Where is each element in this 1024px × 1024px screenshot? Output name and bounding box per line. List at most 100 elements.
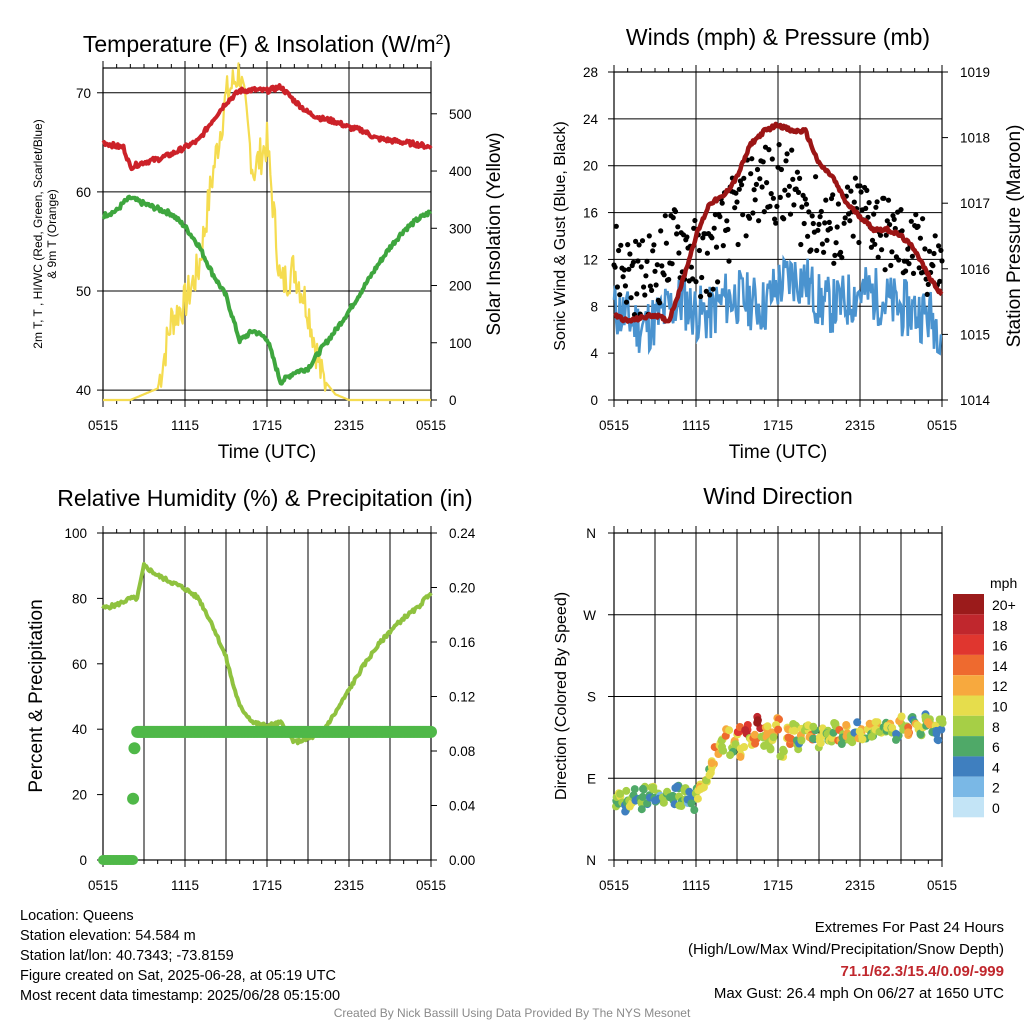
- direction-point: [816, 739, 825, 747]
- gust-point: [699, 274, 705, 281]
- gust-point: [909, 253, 916, 259]
- gust-point: [657, 300, 663, 306]
- gust-point: [653, 282, 659, 288]
- gust-point: [749, 156, 755, 162]
- gust-point: [703, 288, 709, 294]
- rh-panel: 0515 1115 1715 2315 05150204060801000.000.04…: [26, 485, 476, 893]
- gust-point: [781, 216, 787, 222]
- legend-swatch: [953, 776, 984, 797]
- gust-point: [750, 210, 756, 216]
- gust-point: [652, 268, 658, 274]
- gust-point: [917, 235, 924, 241]
- direction-point: [790, 726, 799, 735]
- direction-point: [687, 799, 696, 808]
- direction-point: [784, 733, 793, 742]
- gust-point: [766, 147, 772, 153]
- direction-point: [769, 733, 778, 742]
- location-text: Location: Queens: [20, 908, 134, 924]
- gust-point: [885, 197, 892, 203]
- gust-point: [696, 247, 703, 254]
- gust-point: [663, 240, 670, 246]
- direction-point: [731, 740, 740, 749]
- gust-point: [752, 197, 758, 203]
- legend-label: 6: [992, 739, 1000, 755]
- gust-point: [898, 207, 904, 213]
- y-tick-label: 28: [583, 65, 598, 80]
- extremes-values: 71.1/62.3/15.4/0.09/-999: [840, 963, 1004, 980]
- legend-swatch: [953, 715, 984, 737]
- y-tick-label: S: [587, 690, 596, 705]
- gust-point: [815, 227, 821, 233]
- y2-tick-label: 1016: [960, 262, 990, 277]
- legend-label: 8: [992, 719, 1000, 735]
- gust-point: [801, 220, 807, 227]
- gust-point: [669, 261, 675, 267]
- gust-point: [822, 220, 828, 226]
- legend-swatch: [953, 736, 984, 757]
- gust-point: [756, 218, 762, 224]
- direction-point: [867, 732, 876, 741]
- gust-point: [938, 247, 944, 253]
- gust-point: [654, 262, 660, 268]
- gust-point: [813, 174, 819, 180]
- direction-point: [622, 786, 631, 795]
- direction-point: [892, 735, 900, 744]
- y2-axis-label: Station Pressure (Maroon): [1004, 125, 1024, 348]
- gust-point: [772, 216, 778, 222]
- y-tick-label: E: [587, 771, 596, 786]
- gust-point: [816, 221, 822, 227]
- gust-point: [642, 292, 648, 298]
- direction-point: [797, 736, 806, 745]
- gust-point: [866, 200, 872, 206]
- y-tick-label: 24: [583, 112, 599, 127]
- direction-point: [809, 734, 818, 743]
- gust-point: [936, 243, 942, 249]
- direction-point: [763, 722, 772, 731]
- gust-point: [751, 187, 757, 193]
- y2-tick-label: 0.20: [449, 581, 475, 596]
- gust-point: [896, 257, 902, 263]
- gust-point: [638, 264, 644, 270]
- gust-point: [643, 273, 649, 279]
- gust-point: [627, 251, 633, 257]
- gust-point: [871, 211, 877, 217]
- gust-point: [659, 263, 665, 269]
- gust-point: [844, 184, 851, 190]
- gust-point: [908, 218, 914, 224]
- gust-point: [724, 218, 730, 224]
- gust-point: [628, 295, 634, 301]
- y-tick-label: N: [586, 526, 596, 541]
- credit-text: Created By Nick Bassill Using Data Provi…: [333, 1006, 691, 1020]
- gust-point: [713, 244, 720, 250]
- direction-point: [892, 730, 901, 738]
- legend-swatch: [953, 675, 984, 696]
- y2-tick-label: 1019: [960, 65, 990, 80]
- gust-point: [937, 278, 943, 284]
- title-end: ): [443, 31, 451, 57]
- x-tick-label: 1715: [763, 418, 793, 433]
- direction-point: [937, 725, 946, 734]
- gust-point: [805, 233, 811, 239]
- direction-point: [725, 726, 734, 735]
- gust-point: [847, 218, 853, 224]
- y2-tick-label: 400: [449, 164, 472, 179]
- x-tick-label: 1115: [171, 878, 199, 893]
- gust-point: [623, 299, 630, 305]
- gust-point: [759, 184, 765, 190]
- gust-point: [778, 166, 785, 173]
- gust-point: [676, 250, 682, 256]
- gust-point: [617, 292, 623, 298]
- gust-point: [888, 262, 894, 269]
- x-tick-label: 0515: [599, 418, 629, 433]
- legend-swatch: [953, 797, 984, 818]
- direction-point: [848, 738, 857, 747]
- gust-point: [700, 235, 706, 241]
- gust-point: [620, 274, 626, 280]
- direction-point: [669, 792, 678, 801]
- gust-point: [616, 247, 622, 254]
- y2-tick-label: 200: [449, 279, 472, 294]
- direction-point: [750, 730, 759, 739]
- y-tick-label: 0: [590, 393, 598, 408]
- direction-point: [888, 723, 897, 732]
- gust-point: [782, 187, 788, 193]
